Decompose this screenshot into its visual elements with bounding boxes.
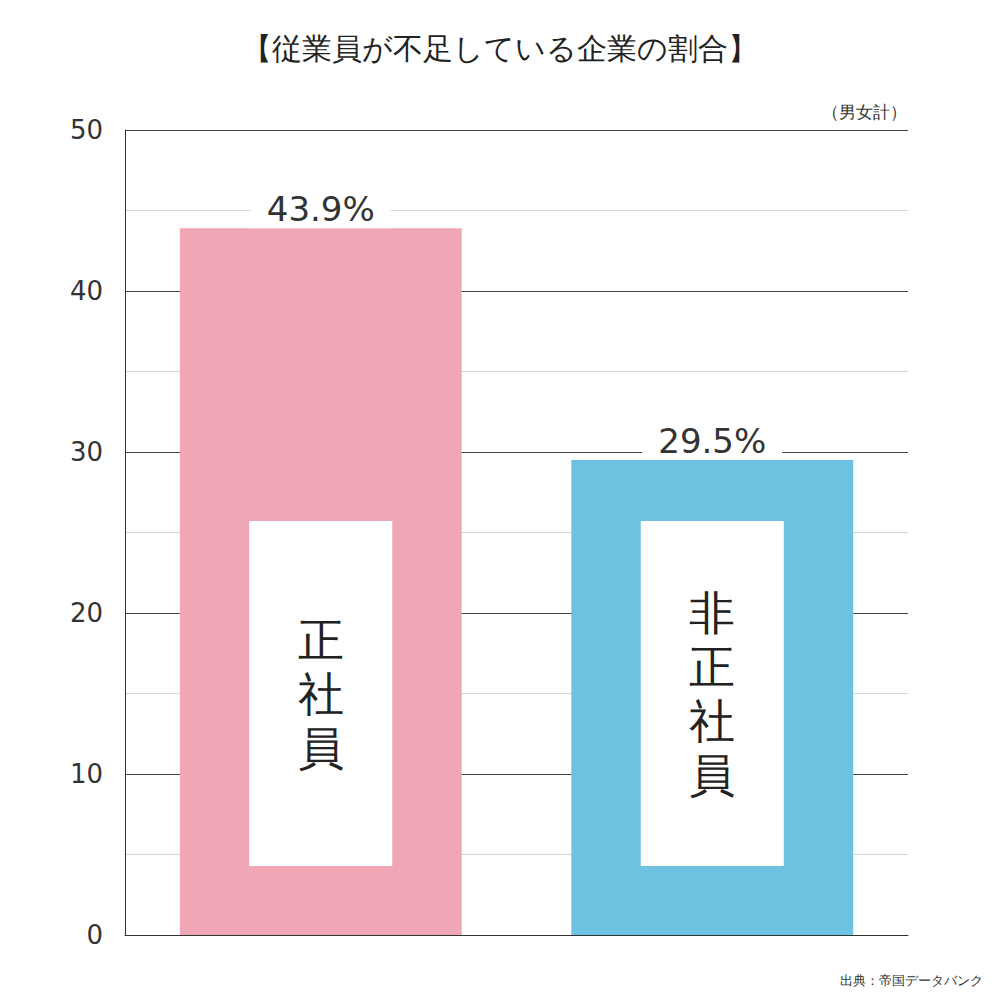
svg-text:10: 10 [70, 759, 103, 789]
svg-text:員: 員 [298, 721, 344, 775]
svg-text:社: 社 [298, 667, 344, 721]
svg-text:0: 0 [86, 920, 103, 950]
svg-text:出典：帝国データバンク: 出典：帝国データバンク [840, 973, 983, 988]
svg-text:正: 正 [689, 640, 735, 694]
svg-text:50: 50 [70, 115, 103, 145]
svg-text:正: 正 [298, 613, 344, 667]
svg-text:20: 20 [70, 598, 103, 628]
svg-text:社: 社 [689, 694, 735, 748]
svg-text:29.5%: 29.5% [658, 421, 766, 461]
svg-text:30: 30 [70, 437, 103, 467]
svg-text:43.9%: 43.9% [267, 189, 375, 229]
svg-text:非: 非 [689, 586, 735, 640]
svg-text:（男女計）: （男女計） [822, 102, 907, 122]
svg-text:【従業員が不足している企業の割合】: 【従業員が不足している企業の割合】 [242, 31, 758, 66]
svg-text:員: 員 [689, 748, 735, 802]
svg-text:40: 40 [70, 276, 103, 306]
